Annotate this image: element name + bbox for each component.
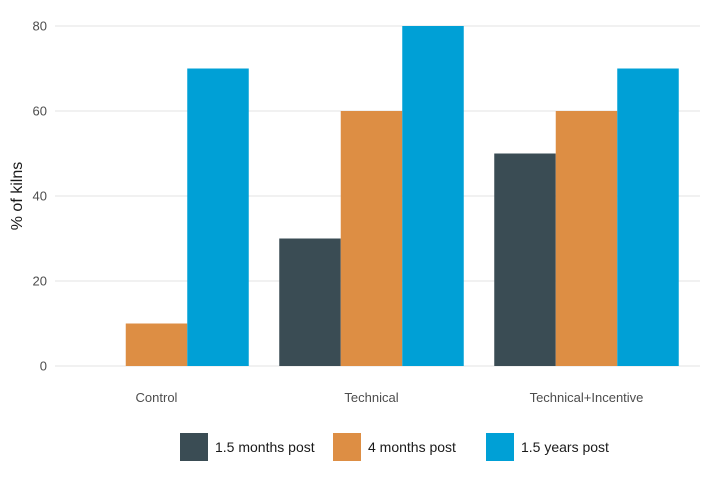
bar-technical-incentive-series-3 [617,68,679,366]
x-tick-label: Technical [344,390,398,405]
x-axis-ticks: Control Technical Technical+Incentive [136,390,644,405]
bar-technical-incentive-series-1 [494,153,556,366]
y-tick-label: 60 [33,104,47,119]
bar-technical-series-2 [340,111,403,366]
x-tick-label: Technical+Incentive [530,390,644,405]
bar-control-series-3 [187,68,249,366]
y-axis-ticks: 0 20 40 60 80 [33,19,47,374]
legend-swatch-1 [180,433,208,461]
legend-swatch-2 [333,433,361,461]
bar-control-series-2 [125,323,188,366]
x-tick-label: Control [136,390,178,405]
bars [125,26,679,366]
legend-label: 1.5 months post [215,439,315,455]
bar-technical-series-3 [402,26,464,366]
legend-swatch-3 [486,433,514,461]
y-tick-label: 40 [33,189,47,204]
y-axis-title: % of kilns [9,162,26,230]
legend: 1.5 months post 4 months post 1.5 years po… [180,433,609,461]
y-tick-label: 20 [33,274,47,289]
legend-label: 1.5 years post [521,439,609,455]
bar-technical-series-1 [279,238,341,366]
legend-label: 4 months post [368,439,456,455]
y-tick-label: 80 [33,19,47,34]
bar-technical-incentive-series-2 [555,111,618,366]
y-tick-label: 0 [40,359,47,374]
